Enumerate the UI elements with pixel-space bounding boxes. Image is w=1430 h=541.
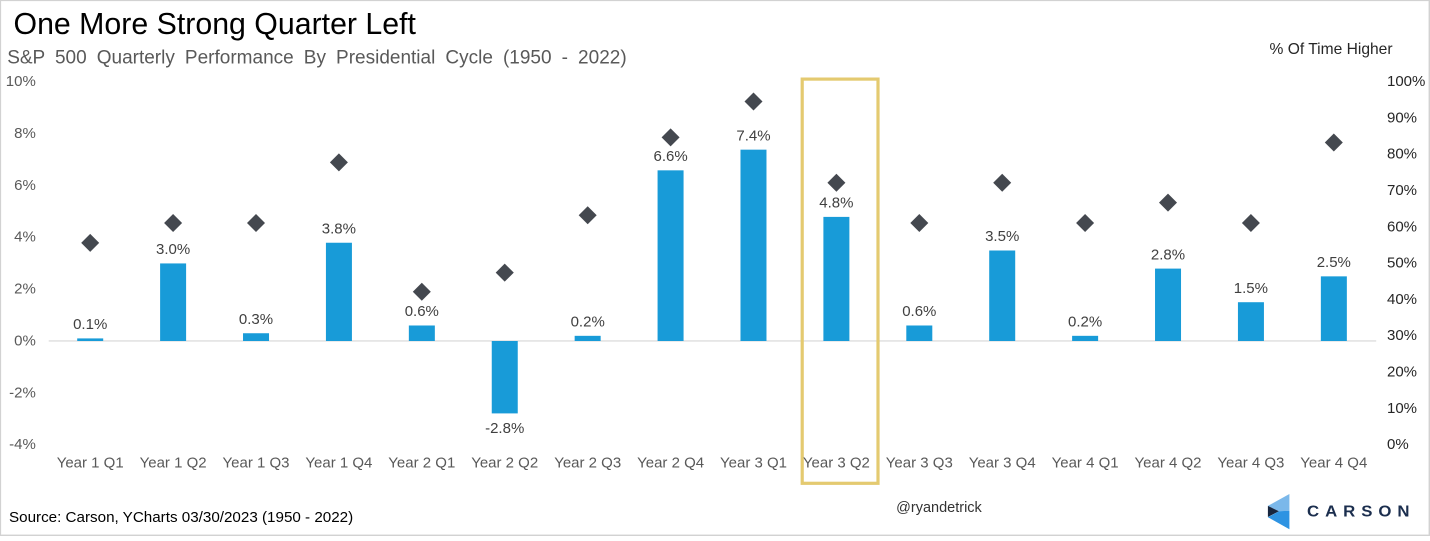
- svg-text:40%: 40%: [1387, 291, 1417, 308]
- svg-text:Year 4 Q4: Year 4 Q4: [1300, 455, 1367, 472]
- svg-text:3.0%: 3.0%: [156, 241, 190, 258]
- svg-text:One More Strong Quarter Left: One More Strong Quarter Left: [14, 8, 417, 41]
- svg-text:0%: 0%: [1387, 436, 1409, 453]
- svg-text:2.5%: 2.5%: [1317, 254, 1351, 271]
- svg-text:7.4%: 7.4%: [736, 127, 770, 144]
- svg-text:4.8%: 4.8%: [819, 195, 853, 212]
- svg-text:0%: 0%: [14, 332, 36, 349]
- svg-text:50%: 50%: [1387, 255, 1417, 272]
- svg-text:0.2%: 0.2%: [1068, 314, 1102, 331]
- svg-text:0.2%: 0.2%: [571, 314, 605, 331]
- svg-text:10%: 10%: [1387, 400, 1417, 417]
- svg-text:70%: 70%: [1387, 182, 1417, 199]
- svg-text:6%: 6%: [14, 177, 36, 194]
- svg-text:80%: 80%: [1387, 146, 1417, 163]
- svg-text:3.8%: 3.8%: [322, 220, 356, 237]
- svg-text:6.6%: 6.6%: [653, 148, 687, 165]
- svg-text:Year 1 Q3: Year 1 Q3: [223, 455, 290, 472]
- svg-text:S&P 500 Quarterly Performance: S&P 500 Quarterly Performance By Preside…: [7, 48, 626, 69]
- svg-text:Year 2 Q3: Year 2 Q3: [554, 455, 621, 472]
- svg-text:30%: 30%: [1387, 327, 1417, 344]
- svg-text:0.1%: 0.1%: [73, 316, 107, 333]
- svg-text:4%: 4%: [14, 229, 36, 246]
- svg-text:0.6%: 0.6%: [405, 303, 439, 320]
- svg-text:20%: 20%: [1387, 364, 1417, 381]
- svg-text:% Of Time Higher: % Of Time Higher: [1270, 41, 1393, 58]
- svg-text:-2%: -2%: [9, 384, 36, 401]
- svg-text:Year 2 Q2: Year 2 Q2: [471, 455, 538, 472]
- svg-text:2.8%: 2.8%: [1151, 246, 1185, 263]
- svg-text:CARSON: CARSON: [1307, 504, 1416, 521]
- svg-text:Year 4 Q3: Year 4 Q3: [1217, 455, 1284, 472]
- svg-text:Year 1 Q4: Year 1 Q4: [305, 455, 372, 472]
- svg-text:100%: 100%: [1387, 73, 1425, 90]
- svg-text:Year 2 Q4: Year 2 Q4: [637, 455, 704, 472]
- svg-text:-4%: -4%: [9, 436, 36, 453]
- svg-text:Year 2 Q1: Year 2 Q1: [388, 455, 455, 472]
- svg-text:8%: 8%: [14, 125, 36, 142]
- svg-text:Year 1 Q2: Year 1 Q2: [140, 455, 207, 472]
- svg-text:Year 3 Q1: Year 3 Q1: [720, 455, 787, 472]
- svg-text:Year 3 Q2: Year 3 Q2: [803, 455, 870, 472]
- svg-text:Year 1 Q1: Year 1 Q1: [57, 455, 124, 472]
- svg-text:10%: 10%: [6, 73, 36, 90]
- svg-text:90%: 90%: [1387, 109, 1417, 126]
- svg-text:Year 4 Q2: Year 4 Q2: [1135, 455, 1202, 472]
- svg-text:Source: Carson, YCharts 03/30/: Source: Carson, YCharts 03/30/2023 (1950…: [9, 509, 353, 526]
- svg-text:60%: 60%: [1387, 218, 1417, 235]
- svg-text:@ryandetrick: @ryandetrick: [896, 500, 982, 516]
- svg-text:Year 3 Q4: Year 3 Q4: [969, 455, 1036, 472]
- svg-text:Year 3 Q3: Year 3 Q3: [886, 455, 953, 472]
- svg-text:0.6%: 0.6%: [902, 303, 936, 320]
- svg-text:Year 4 Q1: Year 4 Q1: [1052, 455, 1119, 472]
- svg-text:1.5%: 1.5%: [1234, 280, 1268, 297]
- svg-text:3.5%: 3.5%: [985, 228, 1019, 245]
- svg-text:-2.8%: -2.8%: [485, 420, 524, 437]
- svg-text:0.3%: 0.3%: [239, 311, 273, 328]
- svg-text:2%: 2%: [14, 281, 36, 298]
